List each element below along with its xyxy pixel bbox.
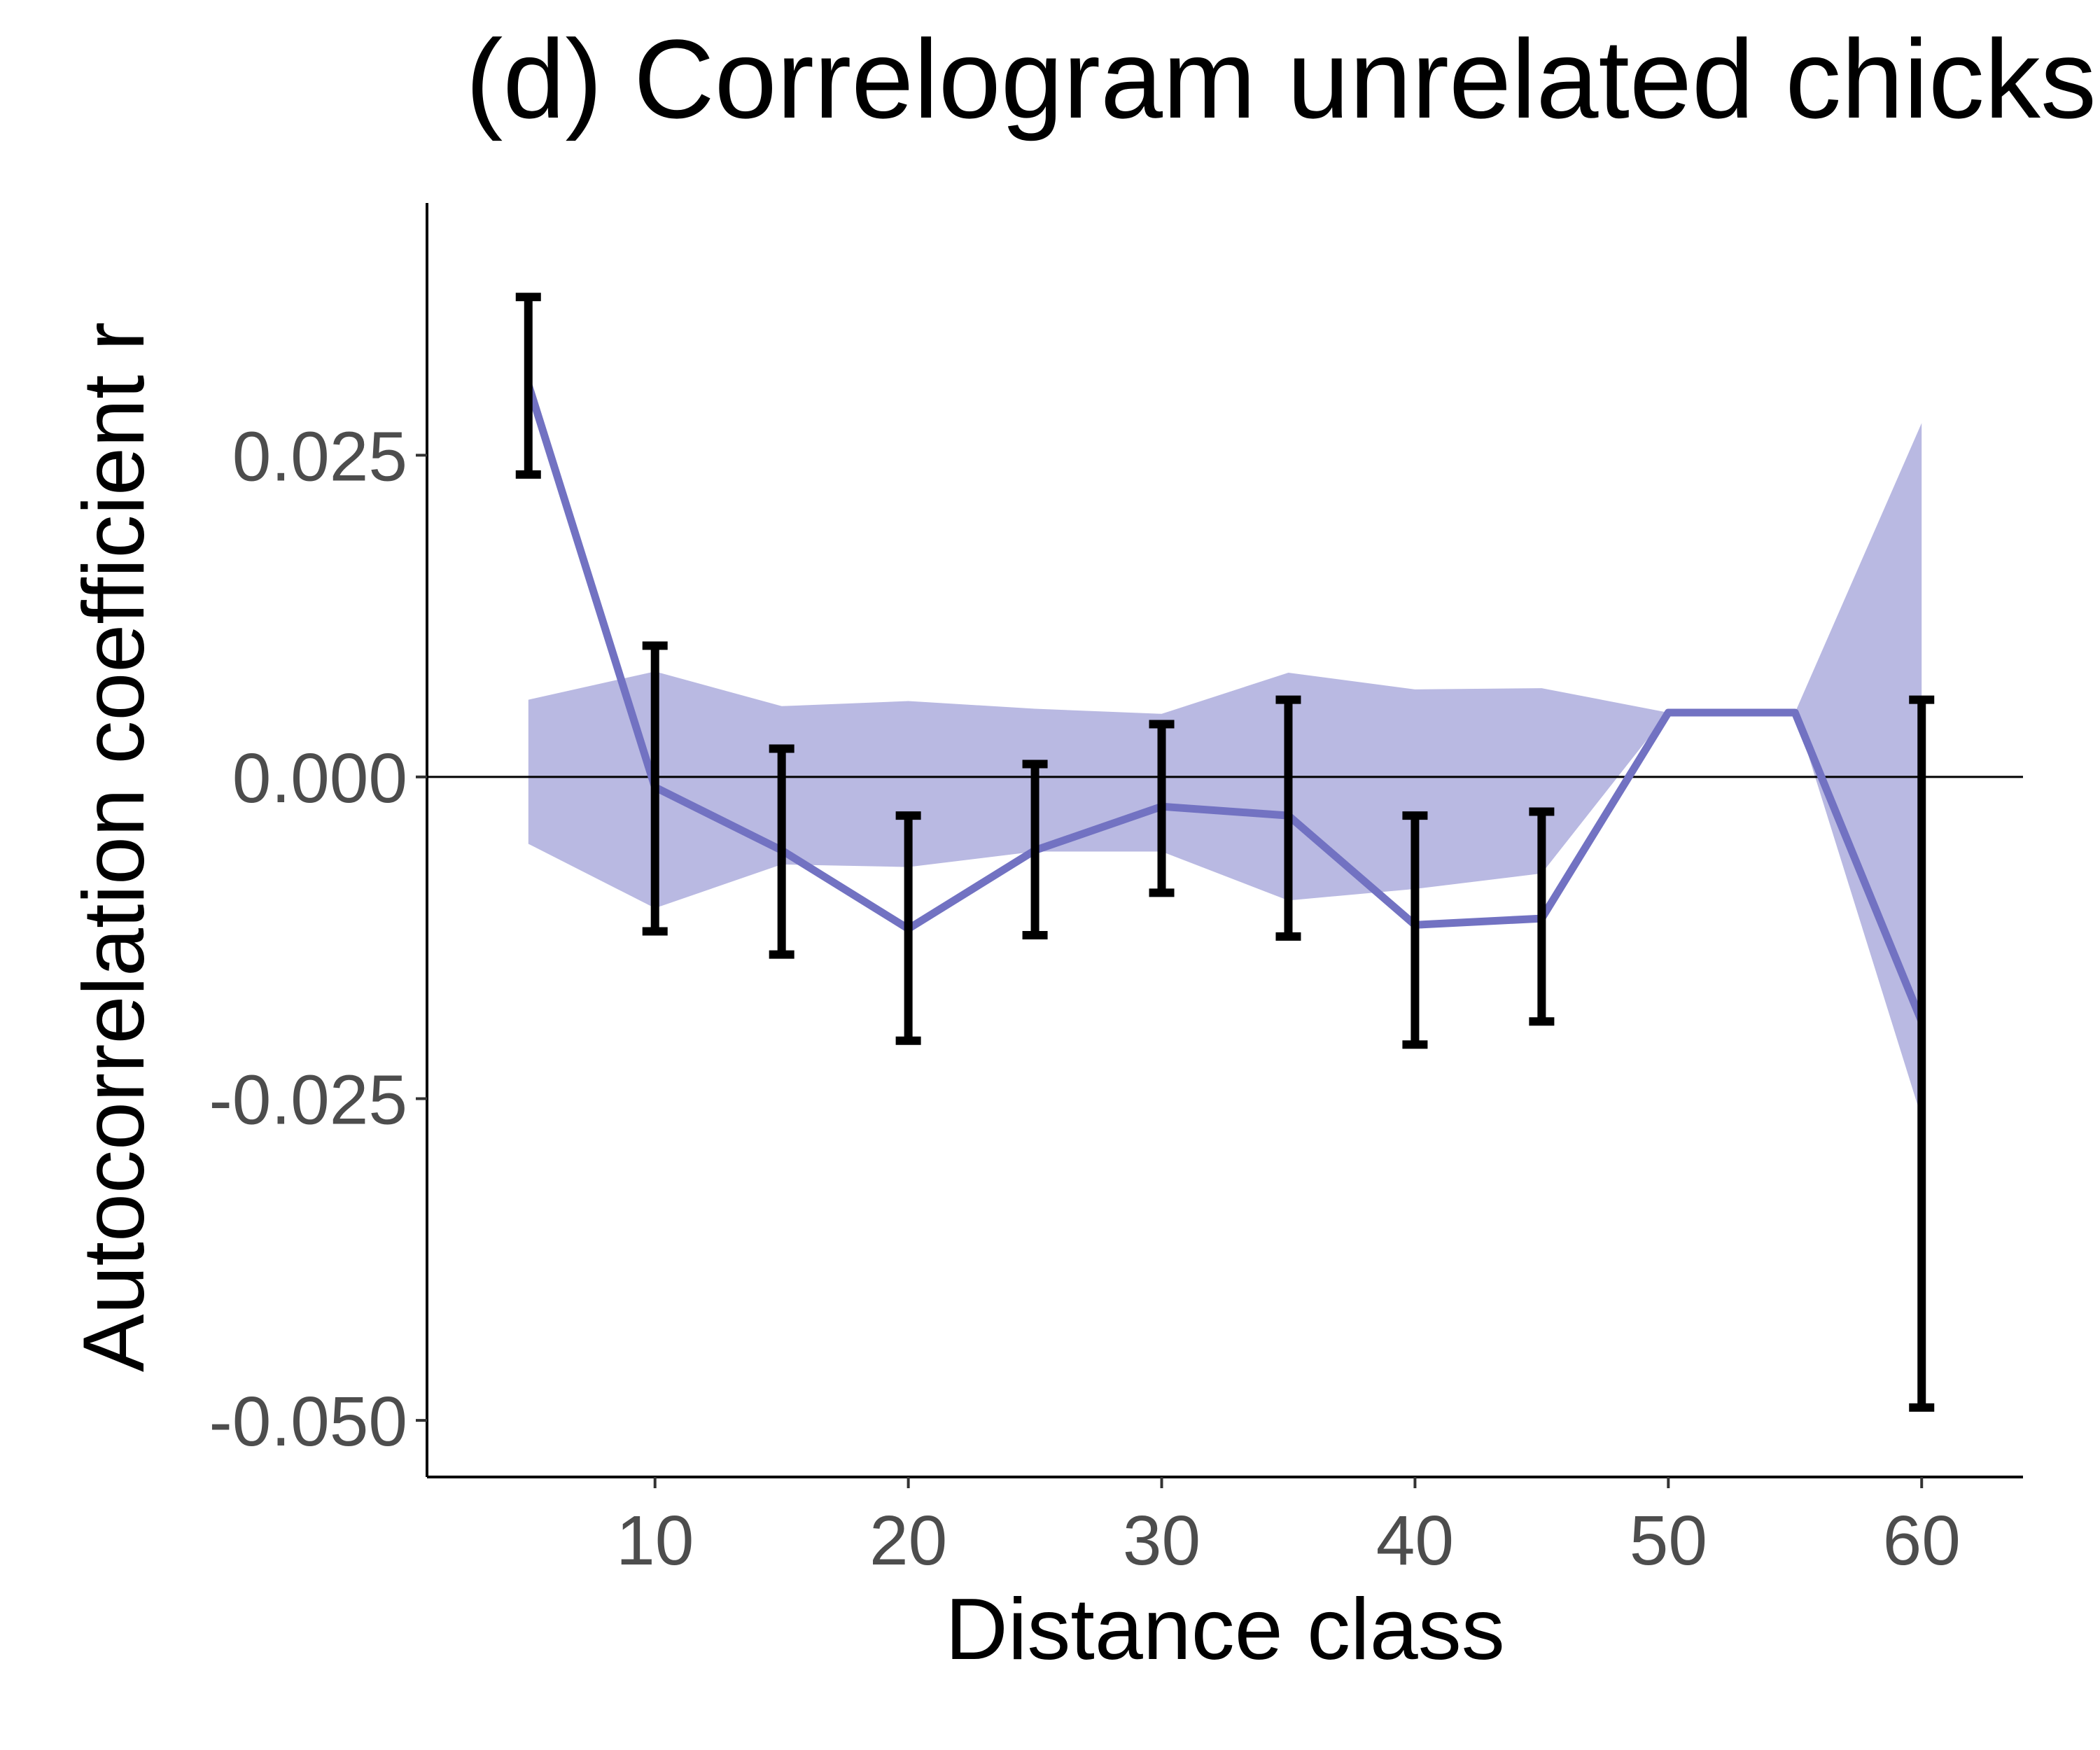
x-tick-label: 30: [1123, 1502, 1200, 1580]
x-tick-label: 20: [869, 1502, 947, 1580]
x-tick-label: 10: [616, 1502, 694, 1580]
x-tick-label: 60: [1883, 1502, 1961, 1580]
y-tick-label: -0.025: [209, 1061, 407, 1140]
y-axis-title: Autocorrelation coefficient r: [66, 322, 162, 1372]
x-axis-title: Distance class: [945, 1581, 1504, 1678]
x-tick-label: 40: [1376, 1502, 1454, 1580]
plot-area: 10 20 30 40 50 60 -0.050 -0.025 0.000 0.025: [209, 203, 2023, 1580]
null-envelope-band: [528, 423, 1922, 1119]
y-tick-label: -0.050: [209, 1382, 407, 1461]
y-tick-label: 0.000: [232, 739, 407, 818]
y-tick-label: 0.025: [232, 417, 407, 496]
x-tick-label: 50: [1630, 1502, 1707, 1580]
autocorrelation-line: [524, 383, 1926, 1023]
chart-title: (d) Correlogram unrelated chicks: [465, 16, 2096, 141]
